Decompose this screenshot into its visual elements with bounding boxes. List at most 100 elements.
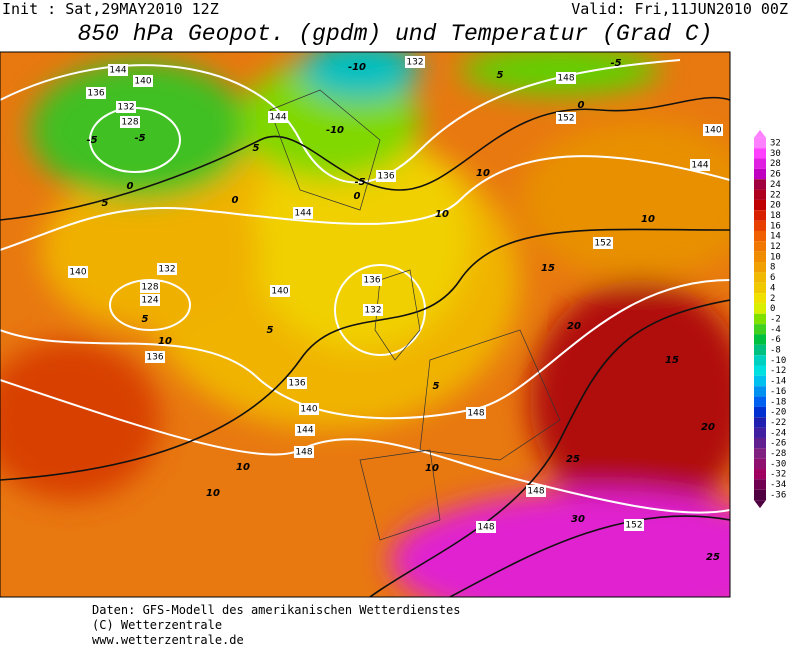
colorbar-swatch xyxy=(754,137,766,149)
colorbar-label: 32 xyxy=(770,139,781,149)
geopotential-label: 132 xyxy=(158,265,175,275)
colorbar-swatch xyxy=(754,210,766,221)
geopotential-label: 136 xyxy=(288,379,305,389)
geopotential-label-box xyxy=(68,266,88,278)
colorbar-swatch xyxy=(754,469,766,480)
colorbar-label: 12 xyxy=(770,242,781,252)
geopotential-label: 124 xyxy=(141,296,158,306)
map xyxy=(0,52,730,597)
geopotential-label-box xyxy=(299,403,319,415)
geopotential-label-box xyxy=(556,72,576,84)
geopotential-label-box xyxy=(133,75,153,87)
temperature-label: 5 xyxy=(142,314,149,325)
geopotential-label-box xyxy=(145,351,165,363)
geopotential-label: 136 xyxy=(377,172,394,182)
temperature-label: 10 xyxy=(641,214,655,225)
geopotential-label-box xyxy=(116,101,136,113)
colorbar-swatch xyxy=(754,355,766,366)
colorbar-swatch xyxy=(754,375,766,387)
colorbar-label: -2 xyxy=(770,314,781,324)
colorbar-label: -30 xyxy=(770,459,786,469)
colorbar-swatch xyxy=(754,406,766,418)
colorbar-label: 6 xyxy=(770,273,775,283)
geopotential-label-box xyxy=(120,116,140,128)
temperature-label: 0 xyxy=(127,181,134,192)
colorbar-swatch xyxy=(754,303,766,314)
geopotential-label-box xyxy=(157,263,177,275)
colorbar-bottom-arrow xyxy=(754,500,766,509)
geopotential-label-box xyxy=(293,207,313,219)
colorbar-label: -22 xyxy=(770,418,786,428)
colorbar-label: -14 xyxy=(770,377,786,387)
geopotential-label-box xyxy=(270,285,290,297)
colorbar-label: -16 xyxy=(770,387,786,397)
temperature-label: -5 xyxy=(134,133,145,144)
colorbar-swatch xyxy=(754,158,766,169)
temperature-label: -10 xyxy=(348,62,366,73)
map-frame xyxy=(0,51,731,598)
colorbar-swatch xyxy=(754,230,766,242)
colorbar-label: 4 xyxy=(770,283,775,293)
temperature-label: 5 xyxy=(253,143,260,154)
geopotential-label: 148 xyxy=(477,523,494,533)
colorbar-label: 0 xyxy=(770,304,775,314)
temperature-label: 5 xyxy=(433,381,440,392)
temperature-label: 10 xyxy=(476,168,490,179)
colorbar-swatch xyxy=(754,427,766,438)
colorbar-swatch xyxy=(754,344,766,356)
colorbar-label: -26 xyxy=(770,439,786,449)
colorbar-label: -32 xyxy=(770,470,786,480)
geopotential-label-box xyxy=(362,274,382,286)
colorbar-label: 10 xyxy=(770,252,781,262)
geopotential-label-box xyxy=(363,304,383,316)
geopotential-label: 144 xyxy=(294,209,311,219)
colorbar-label: -36 xyxy=(770,490,786,500)
geopotential-label-box xyxy=(295,424,315,436)
colorbar-label: -28 xyxy=(770,449,786,459)
temperature-label: 15 xyxy=(541,263,555,274)
geopotential-label: 128 xyxy=(121,118,138,128)
colorbar-swatch xyxy=(754,334,766,345)
temperature-label: -5 xyxy=(610,58,621,69)
temperature-label: 0 xyxy=(232,195,239,206)
temperature-label: 0 xyxy=(578,100,585,111)
colorbar-label: 26 xyxy=(770,170,781,180)
colorbar-label: 22 xyxy=(770,190,781,200)
colorbar-label: 30 xyxy=(770,149,781,159)
geopotential-label: 144 xyxy=(269,113,286,123)
geopotential-label: 148 xyxy=(557,74,574,84)
init-time: Init : Sat,29MAY2010 12Z xyxy=(2,0,219,18)
colorbar-swatch xyxy=(754,417,766,428)
geopotential-label-box xyxy=(466,407,486,419)
map-title: 850 hPa Geopot. (gpdm) und Temperatur (G… xyxy=(78,21,713,47)
geopotential-label-box xyxy=(476,521,496,533)
colorbar-swatch xyxy=(754,396,766,407)
colorbar-swatch xyxy=(754,293,766,304)
temperature-label: 0 xyxy=(354,191,361,202)
geopotential-label: 140 xyxy=(134,77,151,87)
temperature-label: 5 xyxy=(102,198,109,209)
geopotential-label: 140 xyxy=(69,268,86,278)
colorbar-label: 8 xyxy=(770,263,775,273)
colorbar-swatch xyxy=(754,220,766,231)
colorbar-label: 16 xyxy=(770,221,781,231)
geopotential-label-box xyxy=(376,170,396,182)
colorbar-label: 28 xyxy=(770,159,781,169)
footer-source: Daten: GFS-Modell des amerikanischen Wet… xyxy=(92,603,460,617)
colorbar-label: 20 xyxy=(770,201,781,211)
colorbar-swatch xyxy=(754,168,766,180)
colorbar-top-arrow xyxy=(754,129,766,138)
geopotential-label-box xyxy=(526,485,546,497)
temperature-label: 10 xyxy=(236,462,250,473)
geopotential-label: 136 xyxy=(146,353,163,363)
geopotential-label: 140 xyxy=(704,126,721,136)
geopotential-label: 136 xyxy=(363,276,380,286)
temperature-label: 5 xyxy=(497,70,504,81)
colorbar-label: 18 xyxy=(770,211,781,221)
temperature-label: 10 xyxy=(158,336,172,347)
colorbar-label: -12 xyxy=(770,366,786,376)
colorbar-swatch xyxy=(754,458,766,470)
temperature-label: 15 xyxy=(665,355,679,366)
colorbar-swatch xyxy=(754,272,766,283)
geopotential-label-box xyxy=(294,446,314,458)
